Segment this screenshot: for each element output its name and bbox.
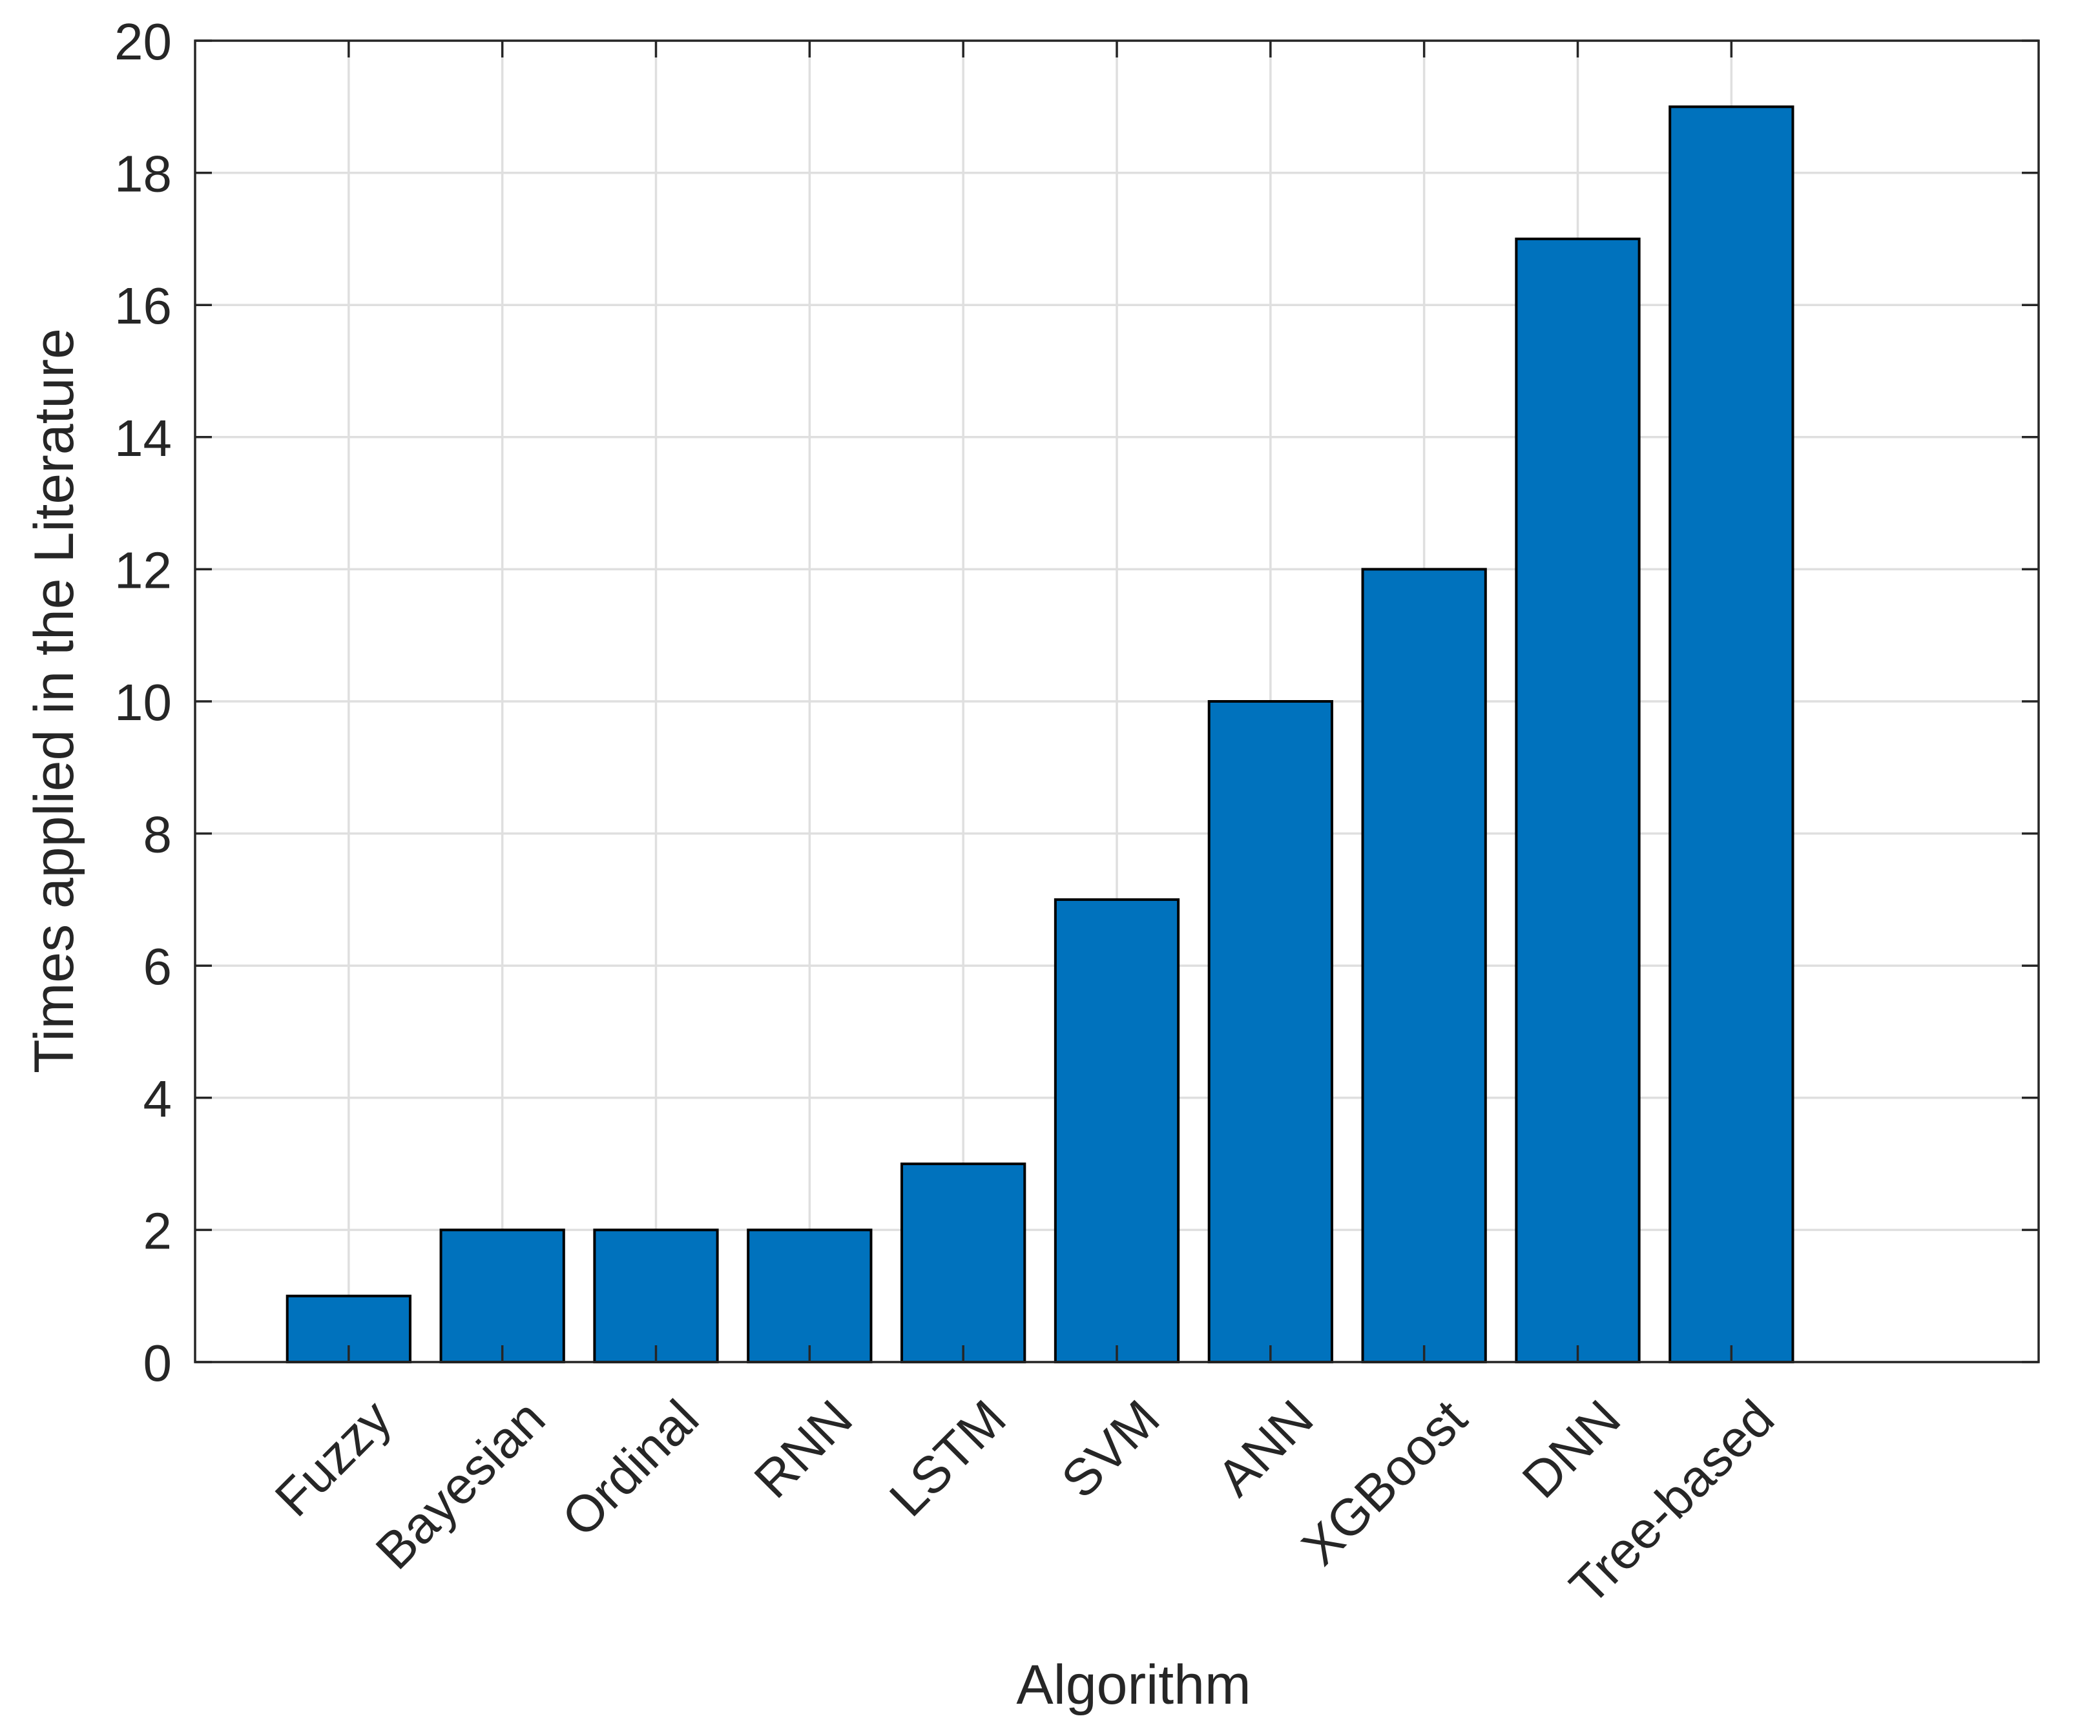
x-tick-label: Ordinal — [551, 1389, 709, 1547]
y-tick-label: 0 — [143, 1334, 172, 1392]
bar-ordinal — [593, 1228, 719, 1364]
y-tick-label: 10 — [114, 674, 172, 731]
bar-rnn — [747, 1228, 873, 1364]
bars — [286, 105, 1794, 1364]
y-tick-label: 6 — [143, 938, 172, 995]
y-tick-label: 2 — [143, 1202, 172, 1259]
x-tick-label: XGBoost — [1291, 1389, 1477, 1576]
bar-ann — [1207, 700, 1333, 1363]
bar-svm — [1054, 898, 1180, 1363]
x-tick-label: RNN — [743, 1389, 863, 1509]
y-tick-label: 18 — [114, 145, 172, 203]
y-tick-label: 4 — [143, 1070, 172, 1128]
x-tick-label: ANN — [1206, 1389, 1324, 1507]
y-axis-title: Times applied in the Literature — [23, 328, 85, 1073]
x-tick-label: Bayesian — [365, 1389, 556, 1580]
x-tick-label: LSTM — [878, 1389, 1017, 1527]
bar-xgboost — [1361, 568, 1487, 1363]
y-tick-label: 20 — [114, 13, 172, 70]
bar-tree-based — [1669, 105, 1794, 1363]
y-tick-label: 16 — [114, 277, 172, 335]
x-axis-title: Algorithm — [1016, 1654, 1251, 1716]
bar-lstm — [900, 1162, 1026, 1363]
bar-dnn — [1515, 237, 1641, 1363]
x-tick-label: Fuzzy — [264, 1389, 402, 1527]
y-tick-label: 14 — [114, 409, 172, 467]
x-tick-label: SVM — [1050, 1389, 1170, 1509]
y-tick-label: 12 — [114, 541, 172, 599]
x-tick-label: DNN — [1512, 1389, 1631, 1509]
bar-bayesian — [439, 1228, 565, 1364]
plot-frame — [194, 39, 2040, 1363]
y-tick-label: 8 — [143, 806, 172, 863]
